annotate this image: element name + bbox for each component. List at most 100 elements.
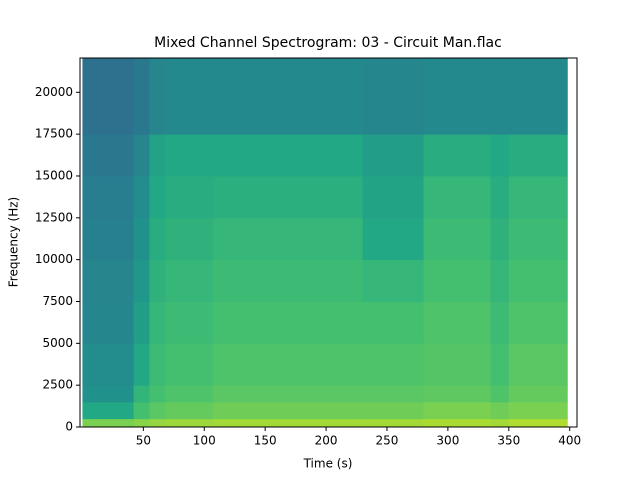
spectrogram-cell	[82, 134, 135, 177]
spectrogram-cell	[212, 175, 364, 219]
spectrogram-cell	[490, 301, 510, 344]
spectrogram-cell	[423, 401, 492, 420]
spectrogram-cell	[165, 301, 214, 344]
spectrogram-cell	[490, 134, 510, 177]
spectrogram-cell	[490, 401, 510, 420]
spectrogram-cell	[423, 259, 492, 302]
spectrogram-cell	[165, 175, 214, 219]
spectrogram-cell	[362, 175, 425, 219]
spectrogram-cell	[133, 134, 150, 177]
spectrogram-cell	[423, 217, 492, 261]
spectrogram-cell	[212, 401, 364, 420]
spectrogram-cell	[362, 385, 425, 403]
y-tick-label: 0	[65, 420, 73, 434]
spectrogram-cell	[508, 175, 568, 219]
spectrogram-cell	[82, 401, 135, 420]
spectrogram-cell	[165, 134, 214, 177]
x-tick-label: 250	[376, 434, 399, 448]
spectrogram-cell	[82, 385, 135, 403]
spectrogram-cell	[423, 301, 492, 344]
y-tick-label: 2500	[42, 378, 73, 392]
spectrogram-cell	[133, 401, 150, 420]
spectrogram-cell	[362, 259, 425, 302]
spectrogram-cell	[212, 134, 364, 177]
spectrogram-cell	[133, 343, 150, 386]
spectrogram-cell	[362, 343, 425, 386]
spectrogram-cell	[212, 259, 364, 302]
spectrogram-cell	[133, 301, 150, 344]
spectrogram-cell	[423, 343, 492, 386]
plot-frame	[79, 57, 578, 428]
spectrogram-cell	[82, 58, 135, 135]
x-tick-label: 150	[254, 434, 277, 448]
spectrogram-cell	[133, 418, 150, 428]
y-tick-label: 5000	[42, 336, 73, 350]
spectrogram-cell	[423, 58, 492, 135]
spectrogram-cell	[212, 217, 364, 261]
spectrogram-cell	[165, 385, 214, 403]
spectrogram-cell	[165, 259, 214, 302]
spectrogram-cell	[490, 343, 510, 386]
spectrogram-cell	[212, 343, 364, 386]
spectrogram-cell	[133, 385, 150, 403]
spectrogram-cell	[423, 385, 492, 403]
spectrogram-cell	[165, 418, 214, 428]
y-tick-label: 10000	[35, 252, 73, 266]
spectrogram-cell	[82, 259, 135, 302]
y-tick-label: 15000	[35, 168, 73, 182]
spectrogram-cell	[490, 259, 510, 302]
spectrogram-cell	[82, 301, 135, 344]
spectrogram-cell	[149, 58, 166, 135]
spectrogram-cell	[508, 217, 568, 261]
x-tick-label: 50	[136, 434, 151, 448]
spectrogram-cell	[508, 259, 568, 302]
x-tick-label: 400	[558, 434, 581, 448]
spectrogram-cell	[508, 343, 568, 386]
spectrogram-cell	[212, 58, 364, 135]
y-tick-label: 12500	[35, 210, 73, 224]
spectrogram-cell	[362, 301, 425, 344]
spectrogram-cell	[212, 385, 364, 403]
spectrogram-cell	[508, 385, 568, 403]
spectrogram-cell	[149, 259, 166, 302]
spectrogram-cell	[423, 418, 492, 428]
spectrogram-cell	[82, 418, 135, 428]
spectrogram-cell	[490, 418, 510, 428]
spectrogram-cell	[149, 418, 166, 428]
spectrogram-cell	[362, 401, 425, 420]
spectrogram-cell	[508, 401, 568, 420]
spectrogram-cell	[362, 418, 425, 428]
y-axis-label: Frequency (Hz)	[7, 197, 21, 288]
spectrogram-cell	[490, 217, 510, 261]
spectrogram-cell	[508, 301, 568, 344]
spectrogram-cell	[212, 418, 364, 428]
chart-title: Mixed Channel Spectrogram: 03 - Circuit …	[154, 35, 502, 51]
spectrogram-cell	[149, 385, 166, 403]
spectrogram-cell	[149, 301, 166, 344]
spectrogram-cell	[212, 301, 364, 344]
spectrogram-cell	[490, 385, 510, 403]
spectrogram-cell	[149, 134, 166, 177]
spectrogram-cell	[133, 259, 150, 302]
spectrogram-cell	[133, 58, 150, 135]
x-tick-label: 350	[497, 434, 520, 448]
spectrogram-cell	[165, 217, 214, 261]
spectrogram-cell	[133, 217, 150, 261]
y-tick-label: 17500	[35, 127, 73, 141]
spectrogram-cell	[149, 175, 166, 219]
spectrogram-cell	[149, 217, 166, 261]
spectrogram-cell	[423, 175, 492, 219]
spectrogram-cell	[82, 343, 135, 386]
spectrogram-cell	[165, 401, 214, 420]
spectrogram-cell	[490, 58, 510, 135]
spectrogram-cell	[82, 175, 135, 219]
x-axis-label: Time (s)	[303, 457, 353, 471]
x-tick-label: 300	[436, 434, 459, 448]
spectrogram-cell	[508, 58, 568, 135]
spectrogram-cell	[133, 175, 150, 219]
spectrogram-cell	[82, 217, 135, 261]
y-tick-label: 7500	[42, 294, 73, 308]
spectrogram-cell	[149, 343, 166, 386]
spectrogram-cell	[362, 134, 425, 177]
